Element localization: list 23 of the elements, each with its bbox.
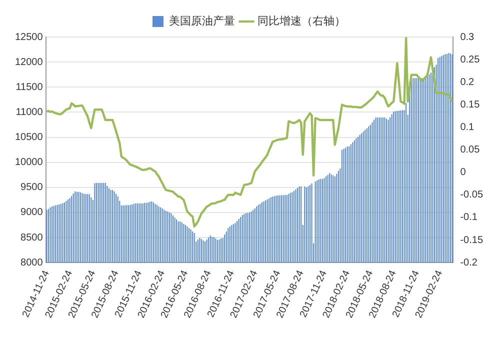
legend-label: 同比增速（右轴）: [258, 14, 346, 28]
y2-tick-label: 0: [460, 167, 466, 178]
y-tick-label: 9000: [20, 207, 44, 218]
y2-tick-label: -0.2: [460, 257, 478, 268]
y2-tick-label: -0.1: [460, 212, 478, 224]
y-tick-label: 12500: [14, 32, 44, 43]
y-tick-label: 8500: [20, 232, 44, 244]
legend-label: 美国原油产量: [169, 14, 235, 28]
y2-tick-label: 0.25: [460, 54, 480, 66]
y2-tick-label: 0.15: [460, 99, 480, 110]
y-tick-label: 12000: [14, 56, 44, 68]
y-tick-label: 10000: [14, 157, 44, 168]
y2-tick-label: 0.1: [460, 122, 475, 133]
y-tick-label: 8000: [20, 257, 44, 268]
y-tick-label: 9500: [20, 182, 44, 194]
y2-tick-label: 0.05: [460, 144, 480, 156]
y-tick-label: 11500: [16, 82, 44, 93]
y2-tick-label: 0.3: [460, 32, 475, 43]
y2-tick-label: -0.05: [460, 190, 484, 201]
y2-tick-label: -0.15: [460, 234, 484, 246]
y-tick-label: 11000: [16, 106, 44, 118]
y-tick-label: 10500: [14, 132, 44, 144]
y2-tick-label: 0.2: [460, 76, 475, 88]
